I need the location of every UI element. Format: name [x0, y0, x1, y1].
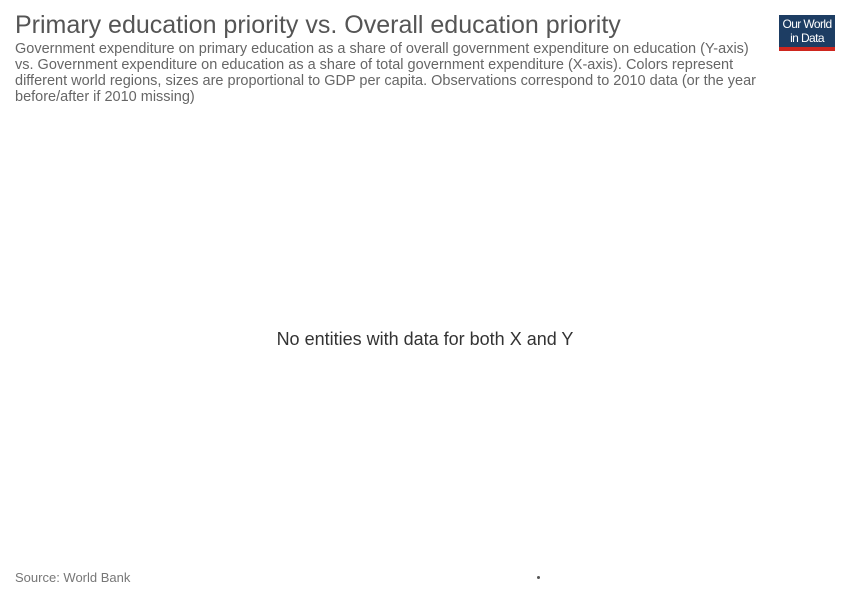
- chart-subtitle: Government expenditure on primary educat…: [15, 41, 756, 105]
- scatter-plot-svg: No entities with data for both X and Y: [277, 329, 574, 349]
- owid-logo[interactable]: Our World in Data: [779, 15, 835, 51]
- logo-line-2: in Data: [790, 31, 824, 45]
- scatter-plot-area: No entities with data for both X and Y: [15, 120, 835, 560]
- chart-source[interactable]: Source: World Bank: [15, 570, 131, 585]
- chart-header: Primary education priority vs. Overall e…: [15, 10, 760, 105]
- no-data-message: No entities with data for both X and Y: [277, 329, 574, 349]
- footer-dot: [537, 576, 540, 579]
- chart-title: Primary education priority vs. Overall e…: [15, 11, 621, 39]
- logo-line-1: Our World: [782, 17, 832, 31]
